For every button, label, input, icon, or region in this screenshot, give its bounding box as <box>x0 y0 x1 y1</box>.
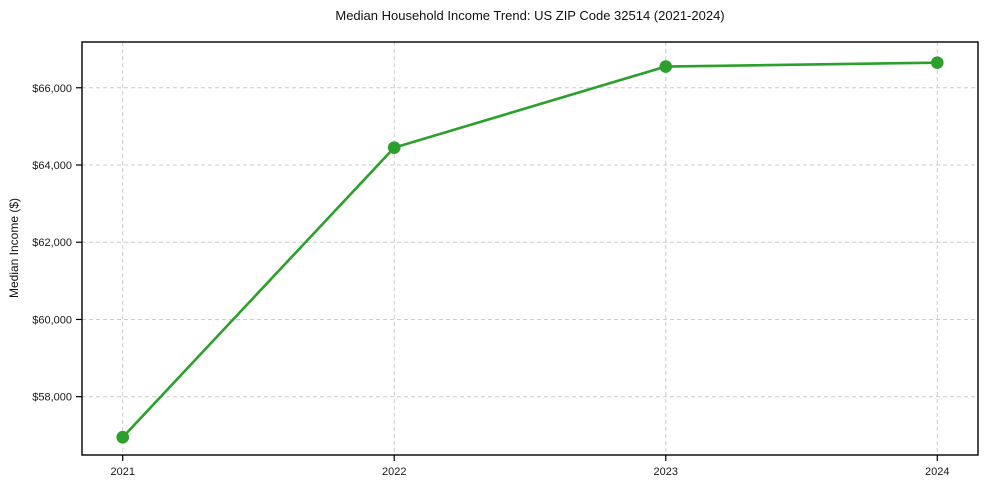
data-point-2021 <box>116 430 130 444</box>
y-tick-label: $62,000 <box>32 237 72 249</box>
data-point-2023 <box>659 60 673 73</box>
x-tick-label: 2023 <box>654 466 678 478</box>
y-tick-label: $64,000 <box>32 160 72 172</box>
trend-line <box>121 61 939 439</box>
chart-title: Median Household Income Trend: US ZIP Co… <box>335 8 725 23</box>
x-tick-label: 2021 <box>110 466 134 478</box>
x-tick-label: 2022 <box>382 466 406 478</box>
y-tick-label: $66,000 <box>32 83 72 95</box>
plot-border <box>81 41 979 456</box>
y-tick-label: $58,000 <box>32 392 72 404</box>
y-tick-label: $60,000 <box>32 314 72 326</box>
data-point-2022 <box>387 141 401 154</box>
data-point-2024 <box>930 56 944 69</box>
x-tick-label: 2024 <box>925 466 949 478</box>
